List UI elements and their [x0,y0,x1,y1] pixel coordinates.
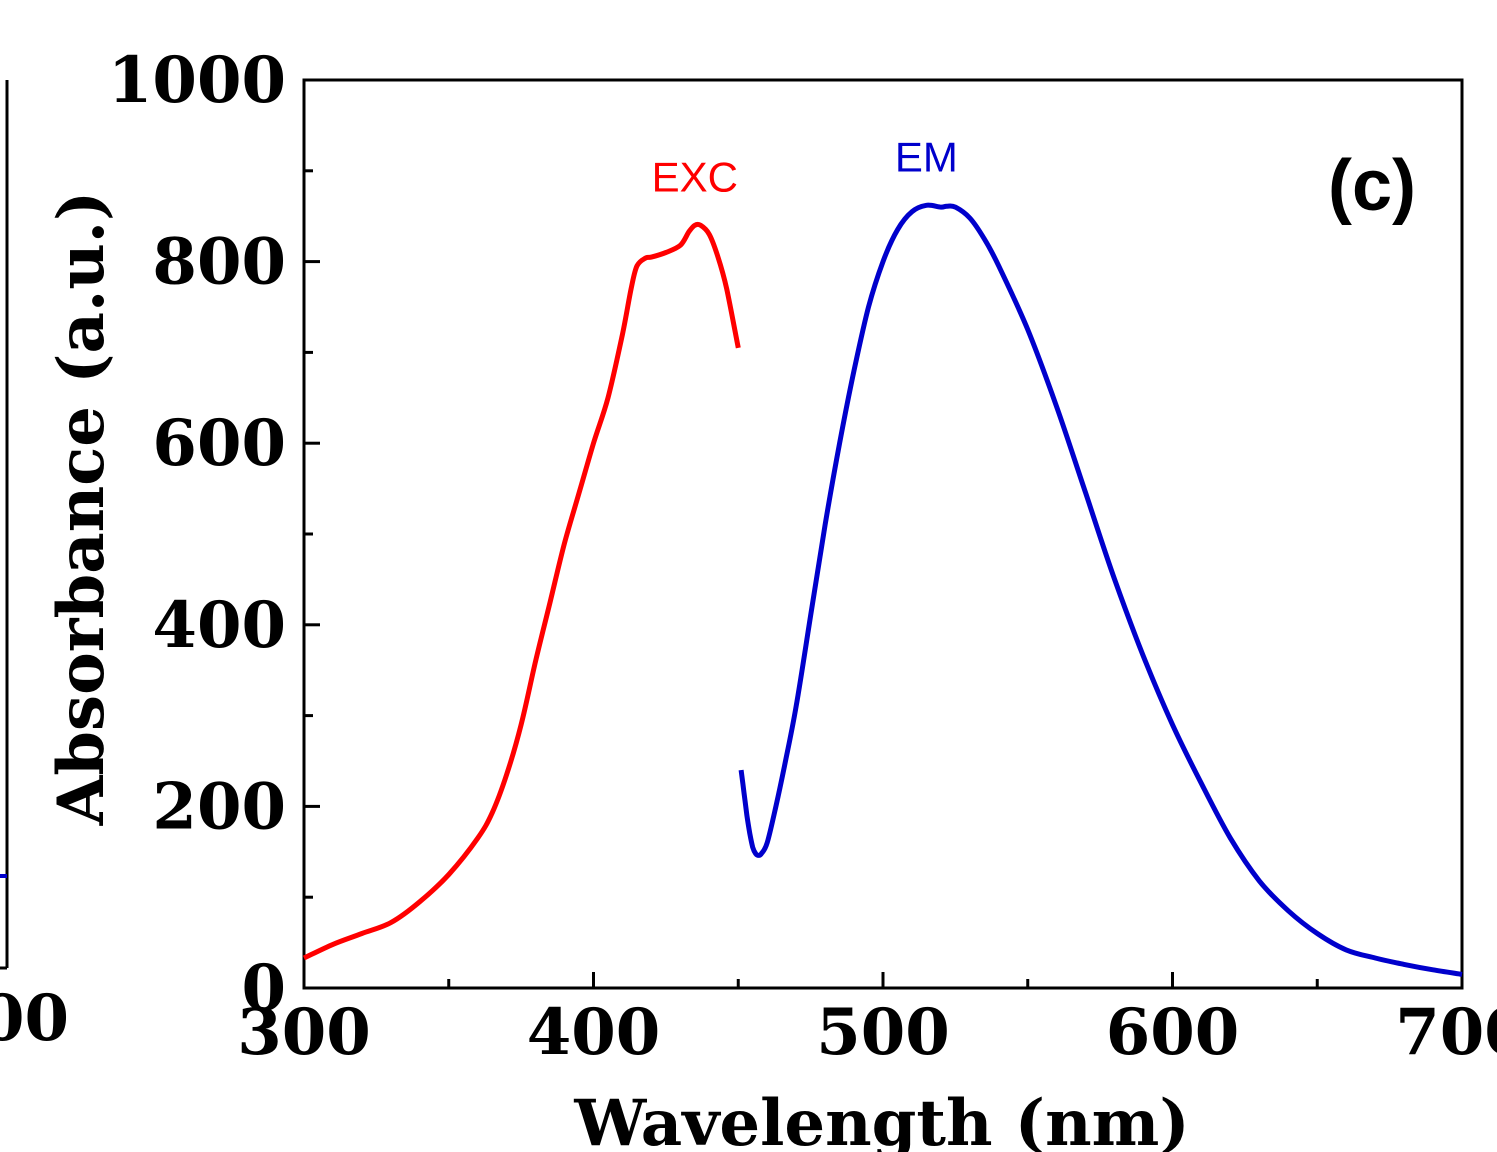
neighbour-tick-fragment: 00 [0,981,69,1056]
x-tick-label: 700 [1395,995,1497,1070]
series-line-exc [302,221,741,961]
neighbour-panel-remnant: 00 [0,80,69,1056]
plot-series: EXC EM [302,133,1463,977]
y-tick-label: 400 [152,588,286,663]
x-axis-title: Wavelength (nm) [573,1086,1189,1152]
series-label-exc: EXC [652,153,738,200]
plot-axes: 300 400 500 600 700 0 200 400 600 800 1000 [108,43,1497,1070]
y-tick-label: 0 [241,951,286,1026]
x-tick-label: 400 [527,995,661,1070]
y-tick-label: 800 [152,225,286,300]
series-line-em [738,202,1463,977]
y-tick-label: 200 [152,769,286,844]
y-tick-label: 1000 [108,43,286,118]
panel-label: (c) [1328,146,1416,226]
x-tick-label: 300 [237,995,371,1070]
series-label-em: EM [895,133,958,180]
x-tick-label: 600 [1106,995,1240,1070]
y-tick-label: 600 [152,406,286,481]
plot-frame [302,78,1464,990]
y-axis-title: Absorbance (a.u.) [44,191,119,827]
x-tick-label: 500 [816,995,950,1070]
